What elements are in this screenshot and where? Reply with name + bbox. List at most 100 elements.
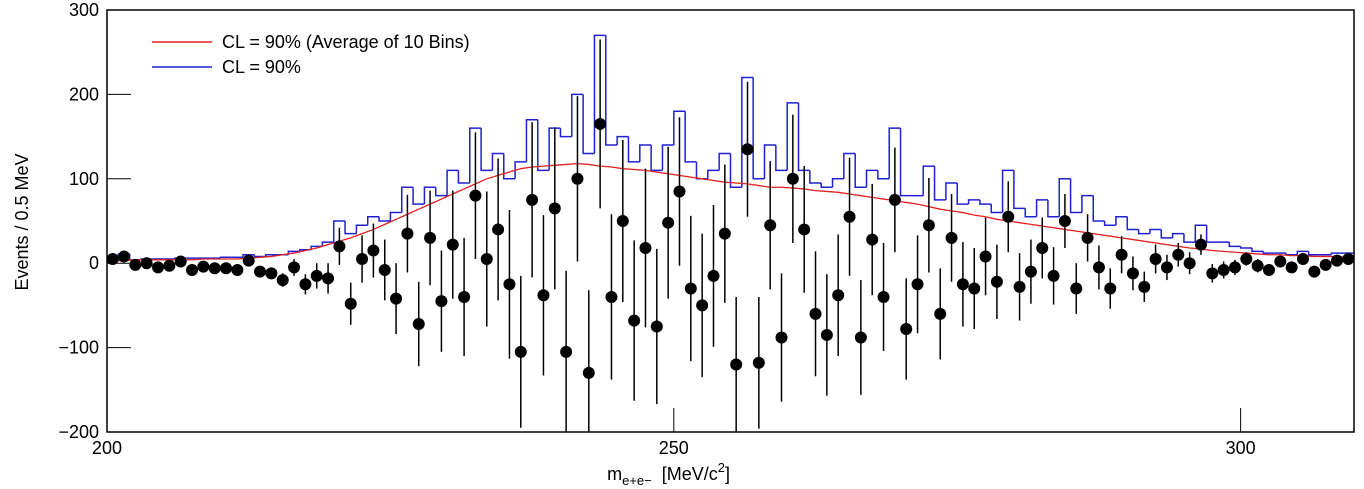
y-axis-label: Events / 0.5 MeV	[12, 153, 32, 290]
data-point	[1058, 215, 1071, 227]
data-point	[560, 345, 573, 358]
histogram-bin	[1262, 251, 1275, 254]
data-point	[1002, 210, 1015, 223]
histogram-bin	[1137, 229, 1150, 235]
data-point	[152, 261, 165, 274]
histogram-bin	[990, 204, 1003, 214]
histogram-bin	[718, 152, 731, 171]
data-point	[696, 299, 709, 312]
data-point	[1228, 261, 1241, 274]
histogram-bin	[1251, 248, 1264, 253]
data-point	[1149, 252, 1162, 265]
data-point	[1217, 263, 1230, 276]
data-point	[820, 328, 833, 341]
histogram-bin	[854, 153, 867, 188]
data-point	[458, 290, 471, 303]
histogram-bin	[423, 186, 436, 205]
data-point	[639, 242, 652, 255]
data-point	[1342, 252, 1355, 265]
histogram-bin	[1013, 170, 1026, 210]
data-point	[1319, 258, 1332, 271]
histogram-bin	[559, 128, 572, 138]
histogram-bin	[933, 166, 946, 201]
histogram-bin	[1001, 169, 1014, 213]
histogram-bin	[605, 35, 618, 146]
data-point	[605, 290, 618, 303]
data-point	[276, 274, 289, 287]
histogram-bin	[786, 102, 799, 171]
data-point	[424, 231, 437, 244]
data-point	[288, 261, 301, 274]
histogram-bin	[1330, 252, 1343, 255]
data-point	[956, 278, 969, 291]
data-point	[866, 233, 879, 246]
data-point	[548, 202, 561, 215]
data-point	[1138, 280, 1151, 293]
data-point	[140, 257, 153, 270]
histogram-bin	[400, 186, 414, 213]
histogram-bin	[1081, 194, 1094, 213]
data-point	[616, 215, 629, 227]
data-point	[662, 216, 675, 229]
data-point	[571, 172, 584, 185]
data-point	[945, 231, 958, 244]
data-point	[798, 223, 811, 236]
data-point	[242, 254, 255, 267]
data-point	[1024, 265, 1037, 278]
data-point	[775, 331, 788, 344]
histogram-bin	[582, 94, 595, 155]
histogram-bin	[1092, 195, 1105, 222]
data-point	[1081, 231, 1094, 244]
histogram-bin	[571, 93, 584, 137]
data-point	[174, 255, 187, 268]
histogram-bin	[945, 182, 958, 200]
histogram-bin	[219, 256, 232, 259]
histogram-bin	[956, 183, 969, 205]
data-point	[979, 250, 992, 263]
histogram-bin	[242, 254, 255, 258]
histogram-bin	[979, 199, 992, 205]
histogram-bin	[593, 34, 606, 154]
data-point	[1296, 252, 1309, 265]
data-point	[1013, 280, 1026, 293]
data-point	[1115, 248, 1128, 261]
histogram-bin	[469, 127, 482, 184]
histogram-bin	[922, 165, 935, 196]
data-point	[492, 223, 505, 236]
plot-frame	[106, 9, 1355, 433]
histogram-bin	[684, 111, 697, 163]
data-point	[333, 240, 346, 253]
histogram-bin	[253, 254, 266, 258]
data-point	[1330, 254, 1343, 267]
histogram-bin	[1126, 216, 1139, 231]
data-point	[1104, 282, 1117, 295]
data-point	[503, 278, 516, 291]
histogram-bin	[1160, 229, 1173, 239]
data-point	[1274, 255, 1287, 268]
data-point	[220, 262, 233, 275]
histogram-bin	[797, 102, 810, 172]
histogram-bin	[820, 183, 833, 188]
histogram-bin	[831, 178, 844, 188]
data-point	[718, 227, 731, 240]
histogram-bin	[537, 119, 550, 172]
histogram-bin	[457, 170, 470, 184]
data-point	[129, 258, 142, 271]
y-tick-label: 100	[69, 169, 99, 189]
histogram-bin	[775, 145, 788, 172]
histogram-bin	[366, 216, 380, 226]
histogram-bin	[899, 128, 912, 197]
x-label-close: ]	[725, 464, 730, 484]
data-point	[299, 278, 312, 291]
histogram-bin	[446, 169, 459, 196]
data-point	[922, 219, 935, 232]
histogram-bin	[389, 211, 402, 221]
histogram-bin	[1149, 228, 1162, 234]
y-tick-label: 200	[69, 84, 99, 104]
histogram-bin	[843, 152, 856, 179]
histogram-bin	[661, 144, 674, 171]
data-point	[730, 358, 743, 371]
histogram-bin	[650, 145, 663, 172]
data-point	[934, 307, 947, 320]
